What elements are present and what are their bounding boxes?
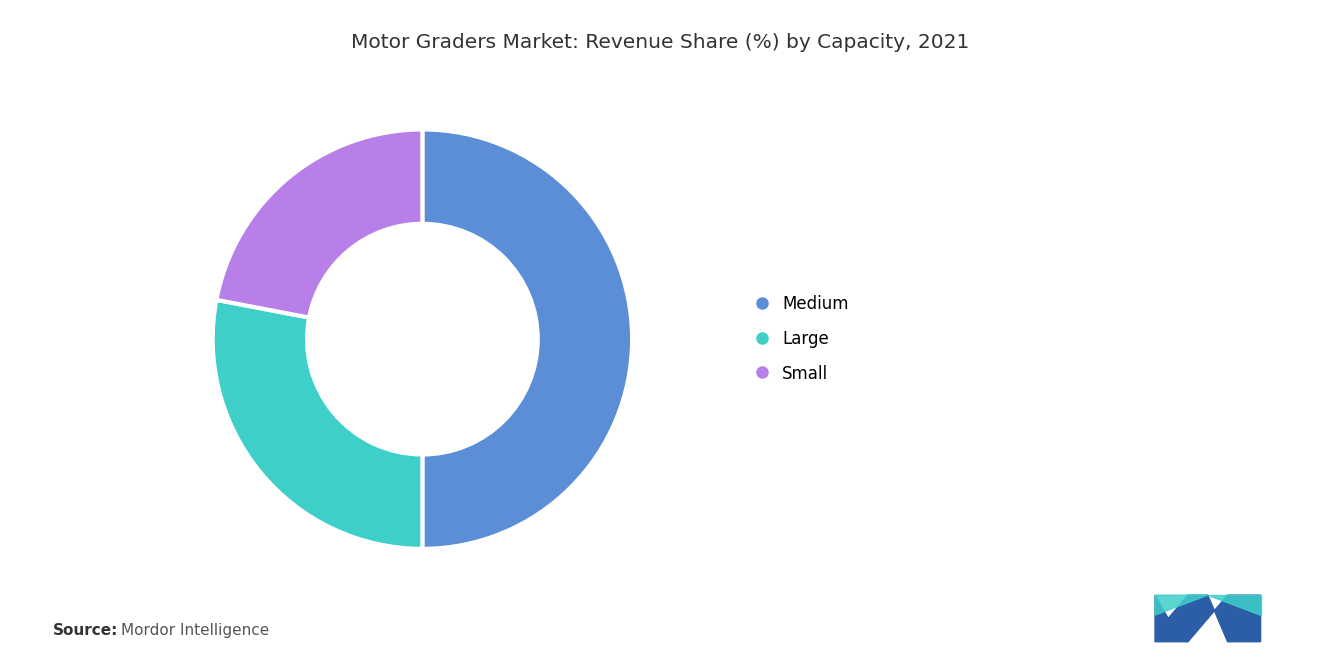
Polygon shape: [1155, 595, 1208, 642]
Legend: Medium, Large, Small: Medium, Large, Small: [747, 287, 857, 391]
Wedge shape: [422, 130, 632, 549]
Wedge shape: [216, 130, 422, 317]
Polygon shape: [1208, 595, 1261, 615]
Wedge shape: [213, 300, 422, 549]
Polygon shape: [1208, 595, 1261, 642]
Polygon shape: [1155, 595, 1208, 615]
Text: Source:: Source:: [53, 623, 119, 638]
Text: Mordor Intelligence: Mordor Intelligence: [121, 623, 269, 638]
Text: Motor Graders Market: Revenue Share (%) by Capacity, 2021: Motor Graders Market: Revenue Share (%) …: [351, 33, 969, 53]
